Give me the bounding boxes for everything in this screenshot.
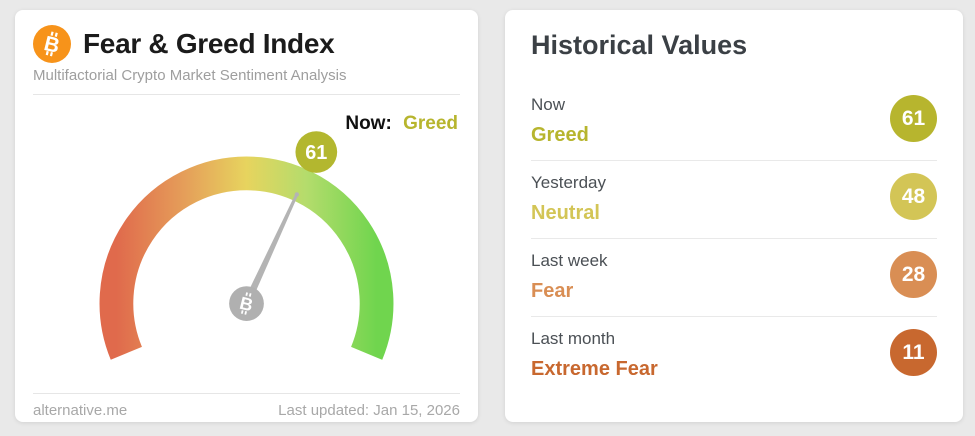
now-label: Now: bbox=[345, 113, 392, 134]
history-classification: Greed bbox=[531, 124, 589, 146]
footer-divider bbox=[33, 393, 460, 394]
history-classification: Fear bbox=[531, 280, 574, 302]
svg-text:B: B bbox=[42, 32, 62, 58]
bitcoin-icon: B bbox=[33, 25, 71, 63]
bitcoin-hub-icon: B bbox=[238, 292, 255, 316]
history-value-badge: 48 bbox=[890, 173, 937, 220]
now-indicator: Now: Greed bbox=[345, 113, 458, 135]
history-row-last-month: Last month Extreme Fear 11 bbox=[531, 317, 937, 394]
gauge-area: Now: Greed bbox=[33, 95, 460, 393]
history-value-badge: 28 bbox=[890, 251, 937, 298]
now-classification: Greed bbox=[403, 113, 458, 134]
gauge-value-badge: 61 bbox=[295, 131, 338, 173]
last-updated: Last updated: Jan 15, 2026 bbox=[278, 402, 460, 419]
history-period-label: Last month bbox=[531, 329, 616, 348]
card-footer: alternative.me Last updated: Jan 15, 202… bbox=[33, 394, 460, 419]
history-value-badge: 61 bbox=[890, 95, 937, 142]
history-classification: Extreme Fear bbox=[531, 358, 658, 380]
history-value-badge: 11 bbox=[890, 329, 937, 376]
history-period-label: Last week bbox=[531, 251, 608, 270]
subtitle: Multifactorial Crypto Market Sentiment A… bbox=[33, 67, 347, 84]
gauge-needle-tip bbox=[294, 192, 300, 197]
history-classification: Neutral bbox=[531, 202, 600, 224]
gauge-value-text: 61 bbox=[305, 142, 327, 164]
historical-title: Historical Values bbox=[531, 30, 748, 60]
card-header: B Fear & Greed Index bbox=[33, 24, 460, 64]
history-row-now: Now Greed 61 bbox=[531, 83, 937, 161]
gauge-needle bbox=[243, 193, 299, 306]
fear-greed-card: B Fear & Greed Index Multifactorial Cryp… bbox=[15, 10, 478, 422]
header-divider bbox=[33, 94, 460, 95]
page-title: Fear & Greed Index bbox=[83, 28, 335, 59]
history-period-label: Now bbox=[531, 95, 566, 114]
gauge-chart: B 61 bbox=[99, 131, 394, 360]
svg-text:B: B bbox=[238, 293, 255, 316]
gauge-hub bbox=[229, 286, 264, 321]
history-period-label: Yesterday bbox=[531, 173, 606, 192]
historical-values-card: Historical Values Now Greed 61 Yesterday… bbox=[505, 10, 963, 422]
gauge-arc bbox=[99, 156, 394, 360]
history-row-yesterday: Yesterday Neutral 48 bbox=[531, 161, 937, 239]
source-link[interactable]: alternative.me bbox=[33, 402, 128, 419]
history-row-last-week: Last week Fear 28 bbox=[531, 239, 937, 317]
